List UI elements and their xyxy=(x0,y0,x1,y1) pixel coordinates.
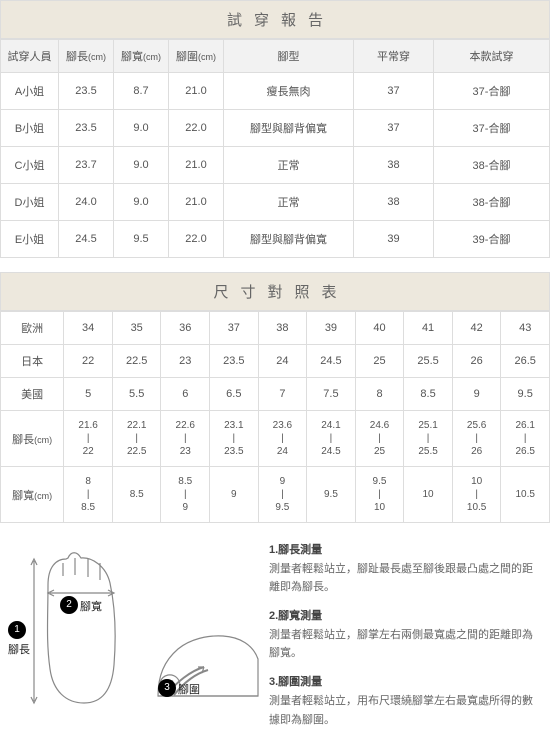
report-table: 試穿人員腳長(cm)腳寬(cm)腳圍(cm)腳型平常穿本款試穿 A小姐23.58… xyxy=(0,39,550,258)
table-row: 腳寬(cm)8|8.58.58.5|999|9.59.59.5|101010|1… xyxy=(1,467,550,523)
badge-1: 1 xyxy=(8,621,26,639)
report-title: 試穿報告 xyxy=(0,0,550,39)
table-row: B小姐23.59.022.0腳型與腳背偏寬3737-合腳 xyxy=(1,110,550,147)
foot-diagram: 1 腳長 2 腳寬 3 腳圍 xyxy=(8,541,263,739)
table-row: C小姐23.79.021.0正常3838-合腳 xyxy=(1,147,550,184)
table-row: D小姐24.09.021.0正常3838-合腳 xyxy=(1,184,550,221)
label-length: 腳長 xyxy=(8,641,30,657)
report-col: 腳寬(cm) xyxy=(114,40,169,73)
badge-3: 3 xyxy=(158,679,176,697)
label-girth: 腳圍 xyxy=(178,681,200,697)
report-col: 試穿人員 xyxy=(1,40,59,73)
report-col: 腳型 xyxy=(224,40,354,73)
label-width: 腳寬 xyxy=(80,598,102,614)
report-col: 平常穿 xyxy=(354,40,434,73)
table-row: 日本2222.52323.52424.52525.52626.5 xyxy=(1,345,550,378)
report-col: 本款試穿 xyxy=(434,40,550,73)
report-col: 腳圍(cm) xyxy=(169,40,224,73)
badge-2: 2 xyxy=(60,596,78,614)
size-title: 尺寸對照表 xyxy=(0,272,550,311)
table-row: 腳長(cm)21.6|2222.1|22.522.6|2323.1|23.523… xyxy=(1,411,550,467)
size-table: 歐洲34353637383940414243日本2222.52323.52424… xyxy=(0,311,550,523)
report-col: 腳長(cm) xyxy=(59,40,114,73)
table-row: A小姐23.58.721.0瘦長無肉3737-合腳 xyxy=(1,73,550,110)
measure-desc: 1.腳長測量測量者輕鬆站立，腳趾最長處至腳後跟最凸處之間的距離即為腳長。 2.腳… xyxy=(263,541,542,739)
table-row: E小姐24.59.522.0腳型與腳背偏寬3939-合腳 xyxy=(1,221,550,258)
table-row: 歐洲34353637383940414243 xyxy=(1,312,550,345)
table-row: 美國55.566.577.588.599.5 xyxy=(1,378,550,411)
